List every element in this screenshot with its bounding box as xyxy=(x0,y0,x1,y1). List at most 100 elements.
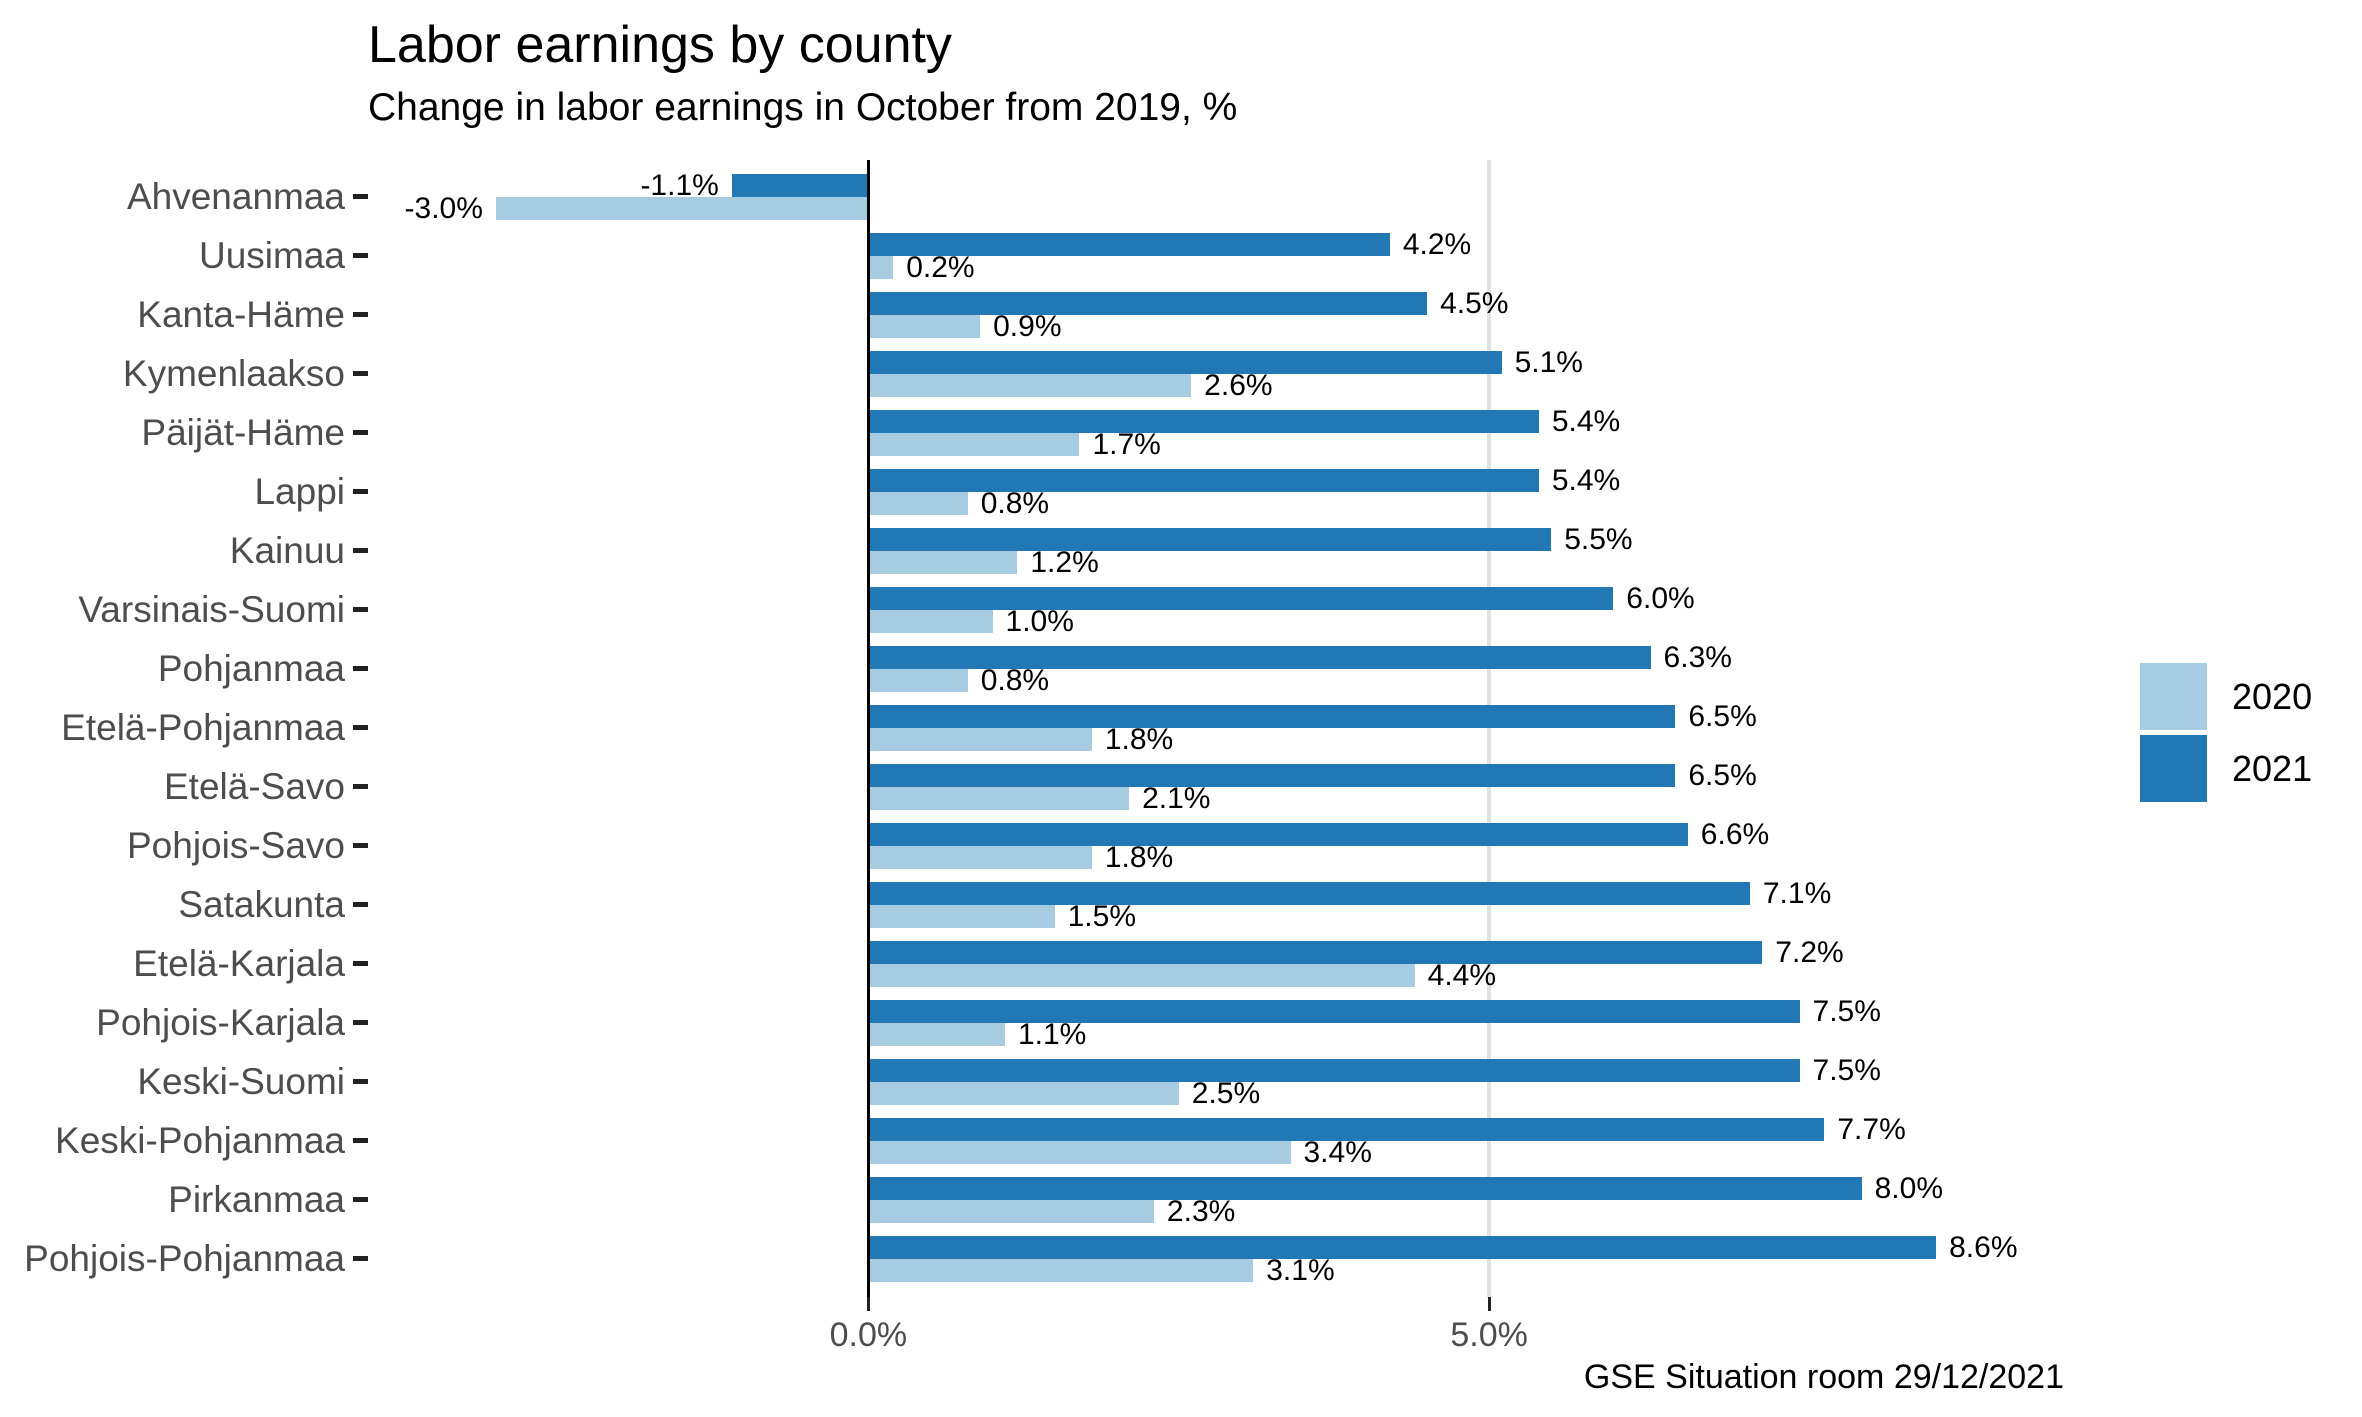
value-label-2021-Pohjois-Pohjanmaa: 8.6% xyxy=(1949,1230,2018,1264)
category-tick-Pohjois-Karjala xyxy=(353,1020,368,1025)
value-label-2020-Varsinais-Suomi: 1.0% xyxy=(1005,604,1074,638)
category-label-Kymenlaakso: Kymenlaakso xyxy=(122,353,345,394)
category-label-Keski-Pohjanmaa: Keski-Pohjanmaa xyxy=(55,1120,345,1161)
bar-2020-Pohjois-Savo xyxy=(868,846,1092,869)
bar-2021-Pohjanmaa xyxy=(868,646,1651,669)
bar-2020-Lappi xyxy=(868,492,968,515)
value-label-2021-Lappi: 5.4% xyxy=(1551,463,1621,497)
value-label-2021-Keski-Pohjanmaa: 7.7% xyxy=(1837,1112,1906,1146)
value-label-2020-Keski-Suomi: 2.5% xyxy=(1191,1076,1261,1110)
category-label-Etelä-Karjala: Etelä-Karjala xyxy=(133,943,345,984)
category-tick-Pirkanmaa xyxy=(353,1197,368,1202)
value-label-2020-Pohjois-Pohjanmaa: 3.1% xyxy=(1266,1253,1335,1287)
gridline-5pct xyxy=(1487,160,1492,1297)
legend-swatch-2021 xyxy=(2140,735,2207,802)
category-label-Pohjois-Savo: Pohjois-Savo xyxy=(126,825,345,866)
value-label-2021-Satakunta: 7.1% xyxy=(1762,876,1832,910)
category-label-Kanta-Häme: Kanta-Häme xyxy=(137,294,345,335)
bar-2021-Päijät-Häme xyxy=(868,410,1539,433)
category-label-Uusimaa: Uusimaa xyxy=(199,235,345,276)
value-label-2020-Etelä-Karjala: 4.4% xyxy=(1427,958,1497,992)
category-tick-Etelä-Karjala xyxy=(353,961,368,966)
x-tick-label-0.0%: 0.0% xyxy=(829,1316,908,1354)
bar-2021-Kymenlaakso xyxy=(868,351,1502,374)
bar-2020-Etelä-Karjala xyxy=(868,964,1415,987)
legend-label-2021: 2021 xyxy=(2232,747,2313,789)
value-label-2020-Päijät-Häme: 1.7% xyxy=(1092,427,1161,461)
bar-2020-Satakunta xyxy=(868,905,1055,928)
category-label-Kainuu: Kainuu xyxy=(229,530,345,571)
bar-2021-Etelä-Karjala xyxy=(868,941,1763,964)
category-label-Pohjanmaa: Pohjanmaa xyxy=(157,648,345,689)
bar-2021-Etelä-Pohjanmaa xyxy=(868,705,1676,728)
legend-swatch-2020 xyxy=(2140,663,2207,730)
category-tick-Päijät-Häme xyxy=(353,430,368,435)
category-label-Ahvenanmaa: Ahvenanmaa xyxy=(126,176,345,217)
value-label-2021-Uusimaa: 4.2% xyxy=(1402,227,1472,261)
bar-2020-Pohjanmaa xyxy=(868,669,968,692)
category-tick-Uusimaa xyxy=(353,253,368,258)
value-label-2020-Kymenlaakso: 2.6% xyxy=(1204,368,1273,402)
value-label-2021-Ahvenanmaa: -1.1% xyxy=(640,168,719,202)
value-label-2020-Etelä-Pohjanmaa: 1.8% xyxy=(1104,722,1174,756)
category-tick-Kainuu xyxy=(353,548,368,553)
bar-2021-Keski-Suomi xyxy=(868,1059,1800,1082)
category-tick-Etelä-Savo xyxy=(353,784,368,789)
bar-2020-Kanta-Häme xyxy=(868,315,981,338)
bar-2021-Pirkanmaa xyxy=(868,1177,1862,1200)
bar-2020-Pirkanmaa xyxy=(868,1200,1154,1223)
value-label-2021-Kanta-Häme: 4.5% xyxy=(1440,286,1509,320)
category-tick-Pohjois-Pohjanmaa xyxy=(353,1256,368,1261)
bar-2021-Etelä-Savo xyxy=(868,764,1676,787)
category-label-Etelä-Savo: Etelä-Savo xyxy=(164,766,345,807)
category-tick-Ahvenanmaa xyxy=(353,194,368,199)
category-tick-Lappi xyxy=(353,489,368,494)
bar-2021-Keski-Pohjanmaa xyxy=(868,1118,1825,1141)
value-label-2020-Keski-Pohjanmaa: 3.4% xyxy=(1303,1135,1372,1169)
bar-2021-Uusimaa xyxy=(868,233,1390,256)
bar-2021-Pohjois-Savo xyxy=(868,823,1688,846)
bar-2021-Lappi xyxy=(868,469,1539,492)
value-label-2020-Kainuu: 1.2% xyxy=(1030,545,1099,579)
category-tick-Keski-Pohjanmaa xyxy=(353,1138,368,1143)
category-tick-Etelä-Pohjanmaa xyxy=(353,725,368,730)
bar-2020-Varsinais-Suomi xyxy=(868,610,993,633)
bar-2020-Pohjois-Pohjanmaa xyxy=(868,1259,1254,1282)
y-axis-labels: Ahvenanmaa Uusimaa Kanta-Häme Kymenlaakso Pä… xyxy=(0,0,373,1417)
value-label-2021-Pirkanmaa: 8.0% xyxy=(1874,1171,1943,1205)
category-tick-Satakunta xyxy=(353,902,368,907)
category-label-Satakunta: Satakunta xyxy=(178,884,345,925)
value-label-2020-Pohjois-Karjala: 1.1% xyxy=(1017,1017,1087,1051)
chart-subtitle: Change in labor earnings in October from… xyxy=(368,86,1238,129)
bar-2020-Uusimaa xyxy=(868,256,894,279)
bar-2021-Varsinais-Suomi xyxy=(868,587,1614,610)
value-label-2021-Etelä-Pohjanmaa: 6.5% xyxy=(1688,699,1757,733)
category-tick-Keski-Suomi xyxy=(353,1079,368,1084)
value-label-2021-Keski-Suomi: 7.5% xyxy=(1812,1053,1881,1087)
bar-2020-Keski-Suomi xyxy=(868,1082,1179,1105)
value-label-2020-Ahvenanmaa: -3.0% xyxy=(404,191,483,225)
category-tick-Varsinais-Suomi xyxy=(353,607,368,612)
value-label-2021-Etelä-Karjala: 7.2% xyxy=(1775,935,1844,969)
chart-caption: GSE Situation room 29/12/2021 xyxy=(1583,1358,2064,1396)
x-tick-mark-5.0% xyxy=(1488,1297,1492,1311)
value-label-2020-Satakunta: 1.5% xyxy=(1067,899,1136,933)
x-tick-mark-0.0% xyxy=(867,1297,871,1311)
category-tick-Kymenlaakso xyxy=(353,371,368,376)
value-label-2021-Pohjois-Karjala: 7.5% xyxy=(1812,994,1881,1028)
category-label-Pohjois-Karjala: Pohjois-Karjala xyxy=(96,1002,345,1043)
bar-2020-Kymenlaakso xyxy=(868,374,1192,397)
category-label-Pirkanmaa: Pirkanmaa xyxy=(168,1179,345,1220)
value-label-2021-Pohjois-Savo: 6.6% xyxy=(1700,817,1770,851)
value-label-2020-Etelä-Savo: 2.1% xyxy=(1142,781,1211,815)
value-label-2020-Uusimaa: 0.2% xyxy=(906,250,975,284)
bar-2020-Etelä-Savo xyxy=(868,787,1130,810)
category-tick-Pohjanmaa xyxy=(353,666,368,671)
x-tick-label-5.0%: 5.0% xyxy=(1450,1316,1528,1354)
value-label-2021-Kainuu: 5.5% xyxy=(1564,522,1633,556)
value-label-2021-Etelä-Savo: 6.5% xyxy=(1688,758,1757,792)
bar-2021-Pohjois-Karjala xyxy=(868,1000,1800,1023)
plot-panel: -1.1% -3.0% 4.2% 0.2% 4.5% 0.9% 5.1% 2.6% 5.4% 1.… xyxy=(373,160,2100,1297)
bar-2020-Keski-Pohjanmaa xyxy=(868,1141,1291,1164)
